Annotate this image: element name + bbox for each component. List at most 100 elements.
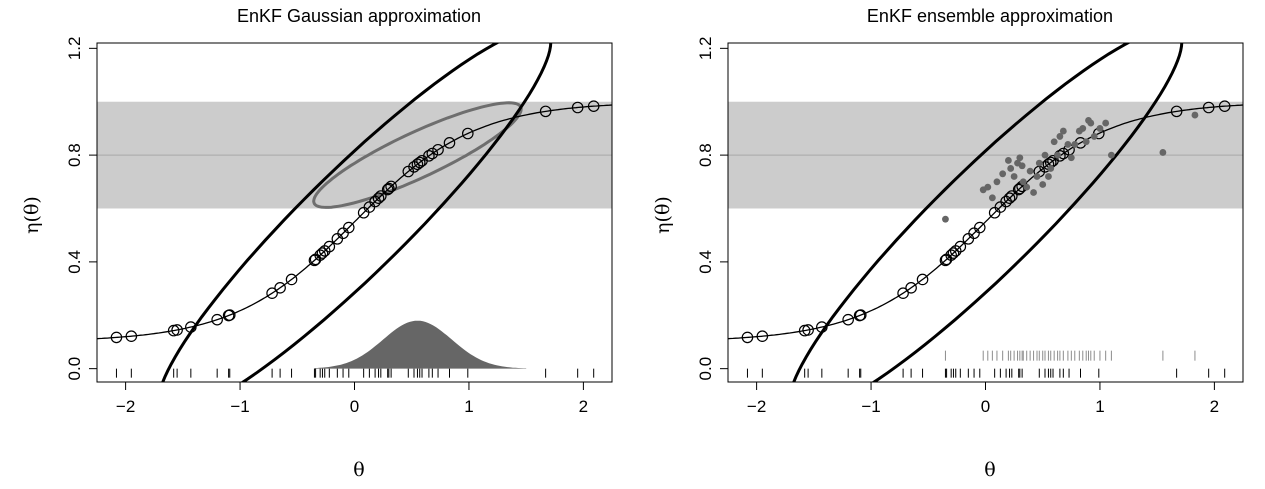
prior-ensemble-point (171, 324, 183, 336)
y-tick-label: 0.4 (65, 250, 84, 274)
y-tick-label: 1.2 (65, 37, 84, 61)
posterior-ensemble-point (1023, 183, 1031, 191)
prior-ensemble-point (372, 192, 385, 204)
prior-ensemble-point (802, 324, 814, 336)
prior-ensemble-point (316, 247, 329, 259)
posterior-ensemble-point (1047, 165, 1055, 172)
prior-ensemble-point (185, 321, 197, 333)
prior-ensemble-point (211, 313, 223, 326)
posterior-ensemble-point (1096, 125, 1104, 132)
panel-right-xlabel: θ (984, 459, 995, 481)
prior-ellipse (161, 43, 553, 382)
prior-ensemble-point (266, 287, 278, 300)
posterior-ensemble-point (1067, 154, 1075, 162)
y-tick-label: 0.8 (696, 143, 715, 167)
x-tick-label: −2 (747, 397, 766, 416)
prior-ensemble-point (443, 137, 456, 149)
prior-ensemble-point (432, 143, 444, 156)
x-tick-label: 1 (1095, 397, 1104, 416)
posterior-ensemble-point (1107, 151, 1115, 159)
prior-ensemble-point (539, 105, 552, 118)
posterior-ensemble-point (1071, 141, 1079, 148)
posterior-ensemble-point (999, 170, 1007, 178)
panel-right-ylabel: η(θ) (652, 196, 674, 234)
posterior-ensemble-point (1026, 167, 1034, 175)
prior-ensemble-point (1003, 192, 1016, 204)
posterior-ensemble-point (1054, 151, 1061, 159)
prior-ensemble-point (842, 313, 854, 326)
prior-ensemble-point (285, 273, 298, 286)
panel-left-xlabel: θ (353, 459, 364, 481)
prior-ensemble-point (1218, 100, 1231, 112)
x-tick-label: 1 (464, 397, 473, 416)
prior-ensemble-point (274, 282, 286, 294)
posterior-ensemble-point (988, 194, 996, 202)
posterior-ensemble-point (1079, 125, 1087, 132)
prior-ensemble-point (1202, 101, 1215, 114)
prior-ensemble-point (125, 330, 138, 342)
posterior-ensemble-point (1050, 138, 1058, 146)
prior-ensemble-point (741, 331, 754, 344)
posterior-ensemble-point (1030, 189, 1037, 196)
prior-ensemble-point (1006, 190, 1018, 202)
prior-ensemble-point (461, 127, 474, 140)
y-tick-label: 0.4 (696, 250, 715, 274)
x-tick-label: −2 (116, 397, 135, 416)
posterior-ensemble-point (1035, 159, 1043, 167)
prior-ensemble-point (1012, 183, 1025, 196)
prior-ensemble-point (375, 190, 387, 202)
prior-ensemble-point (385, 180, 397, 193)
prior-ensemble-point (816, 321, 828, 333)
prior-ensemble-point (571, 101, 584, 114)
posterior-ensemble-point (1041, 151, 1049, 159)
panel-left: EnKF Gaussian approximation θ η(θ) −2 −1 0… (21, 6, 613, 481)
posterior-ellipse (312, 101, 523, 209)
posterior-ensemble-point (1039, 181, 1047, 188)
prior-ensemble-point (426, 147, 439, 160)
prior-ensemble-point (973, 221, 986, 234)
prior-ensemble-point (947, 247, 960, 259)
prior-ensemble-point (223, 309, 236, 321)
posterior-ensemble-point (1159, 149, 1167, 156)
prior-ensemble-point (854, 309, 867, 321)
plot-area (728, 43, 1243, 382)
x-tick-label: 0 (350, 397, 359, 416)
posterior-ensemble-point (1102, 119, 1110, 127)
prior-ensemble-point (916, 273, 929, 286)
prior-ensemble-point (587, 100, 600, 112)
prior-ensemble-point (423, 150, 435, 162)
plot-area (97, 43, 612, 382)
x-tick-label: −1 (861, 397, 880, 416)
posterior-ensemble-point (993, 178, 1001, 186)
panel-left-title: EnKF Gaussian approximation (237, 6, 481, 26)
prior-ensemble-point (342, 221, 355, 234)
posterior-ensemble-point (1033, 173, 1041, 180)
posterior-ensemble-point (1016, 154, 1024, 162)
posterior-ensemble-point (1082, 138, 1090, 146)
panel-right: EnKF ensemble approximation θ η(θ) −2 −1 0… (652, 6, 1244, 481)
panel-right-title: EnKF ensemble approximation (867, 6, 1113, 26)
y-tick-label: 0.8 (65, 143, 84, 167)
prior-ensemble-point (954, 240, 967, 253)
prior-ensemble-point (1170, 105, 1183, 118)
x-tick-label: −1 (230, 397, 249, 416)
forward-model-curve (97, 104, 612, 340)
y-tick-label: 1.2 (696, 37, 715, 61)
prior-ellipse (792, 43, 1184, 382)
posterior-ensemble-point (1059, 127, 1067, 135)
posterior-ensemble-point (1018, 162, 1026, 170)
prior-ensemble-point (756, 330, 769, 342)
y-tick-label: 0.0 (65, 357, 84, 381)
x-tick-label: 0 (981, 397, 990, 416)
posterior-ensemble-point (1064, 141, 1072, 148)
prior-ensemble-point (897, 287, 909, 300)
panel-left-ylabel: η(θ) (21, 196, 43, 234)
prior-ensemble-point (323, 240, 336, 253)
posterior-ensemble-point (1056, 133, 1064, 140)
posterior-density (314, 320, 527, 369)
posterior-ensemble-point (1019, 178, 1027, 186)
posterior-ensemble-point (1007, 165, 1015, 172)
prior-ensemble-point (383, 182, 395, 195)
y-tick-label: 0.0 (696, 357, 715, 381)
